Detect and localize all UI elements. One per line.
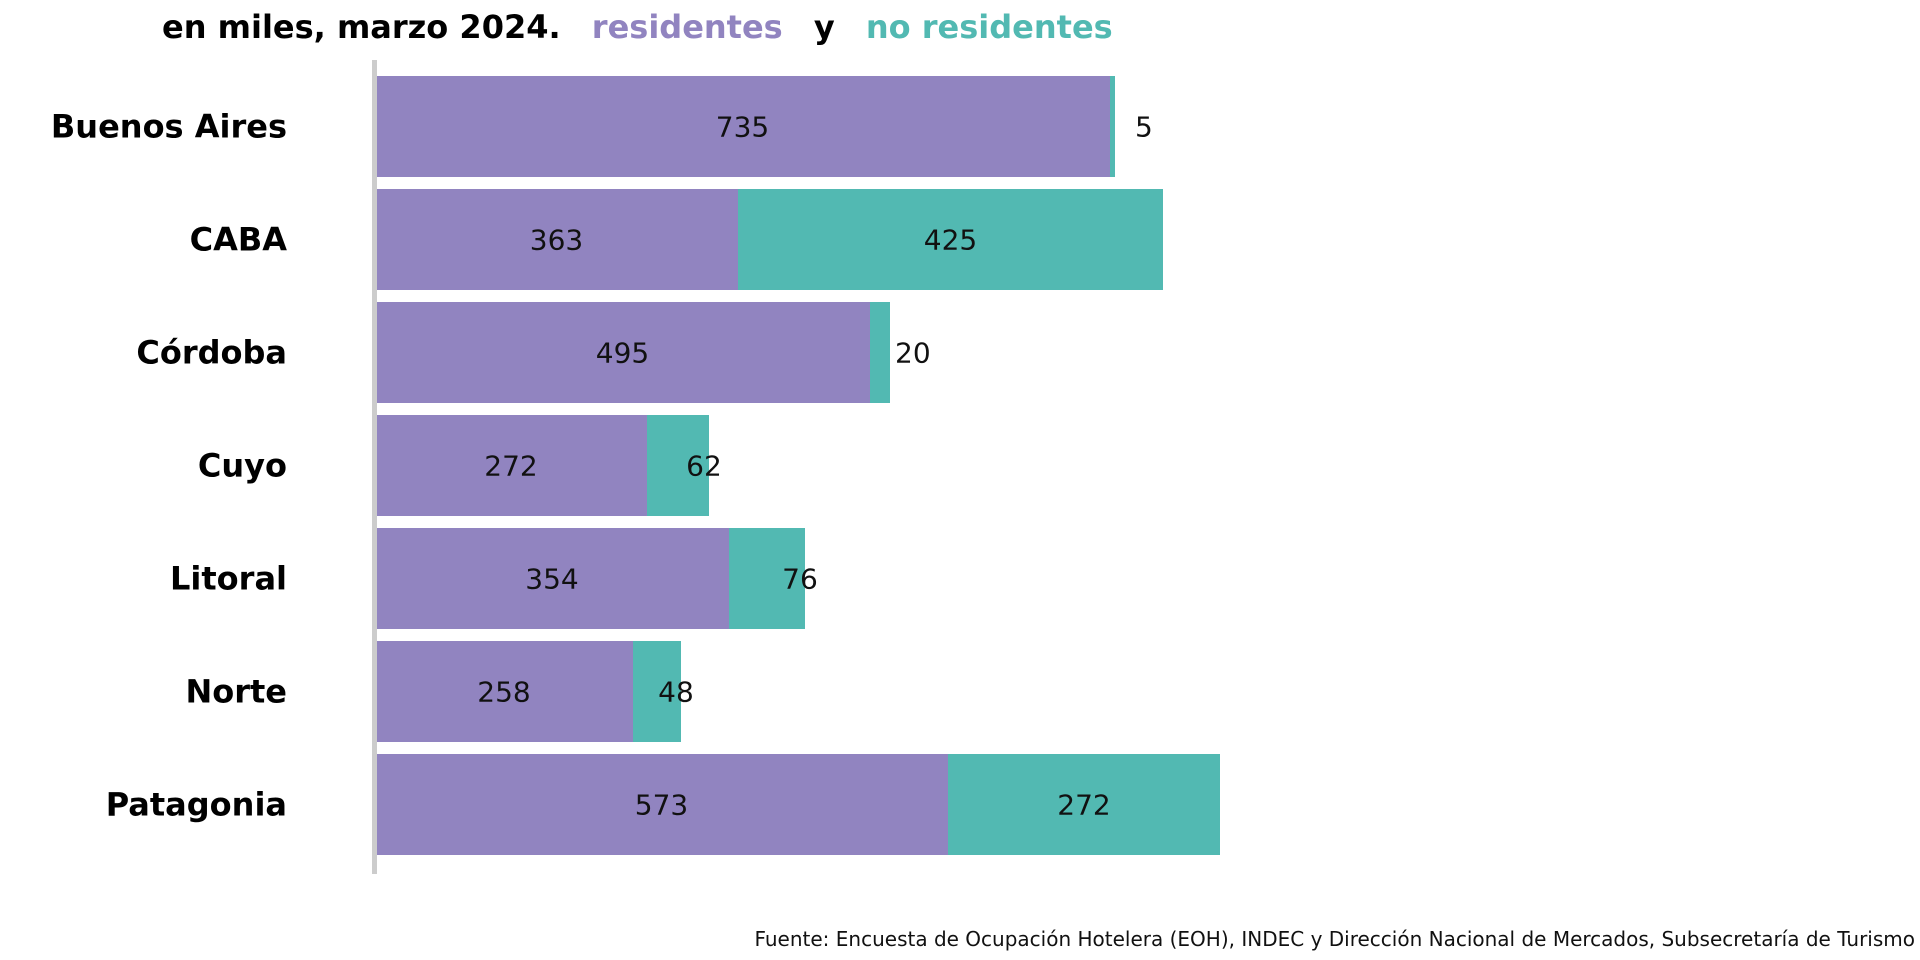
bar-no-residentes-norte [633, 641, 681, 742]
bar-residentes-patagonia [375, 754, 948, 855]
bar-no-residentes-litoral [729, 528, 805, 629]
value-label-no-residentes-cordoba: 20 [895, 337, 931, 370]
bar-residentes-cuyo [375, 415, 647, 516]
value-label-no-residentes-litoral: 76 [782, 563, 818, 596]
source-note: Fuente: Encuesta de Ocupación Hotelera (… [754, 927, 1915, 951]
bar-residentes-cordoba [375, 302, 870, 403]
value-label-residentes-litoral: 354 [525, 563, 578, 596]
bar-residentes-buenos-aires [375, 76, 1110, 177]
value-label-no-residentes-cuyo: 62 [686, 450, 722, 483]
y-axis-line [372, 60, 377, 874]
value-label-no-residentes-norte: 48 [658, 676, 694, 709]
value-label-no-residentes-caba: 425 [924, 224, 977, 257]
chart-title: en miles, marzo 2024. residentes y no re… [162, 8, 1113, 46]
category-label-patagonia: Patagonia [106, 786, 287, 824]
value-label-residentes-norte: 258 [477, 676, 530, 709]
category-label-litoral: Litoral [170, 560, 287, 598]
bar-residentes-litoral [375, 528, 729, 629]
category-label-norte: Norte [185, 673, 287, 711]
bars-group: Buenos Aires 735 5 CABA 363 425 Córdoba 495 20 Cu… [51, 76, 1220, 855]
title-prefix: en miles, marzo 2024. [162, 8, 561, 46]
bar-residentes-norte [375, 641, 633, 742]
bar-no-residentes-buenos-aires [1110, 76, 1115, 177]
category-label-cordoba: Córdoba [136, 334, 287, 372]
title-series-residentes: residentes [592, 8, 783, 46]
value-label-residentes-cordoba: 495 [596, 337, 649, 370]
bar-no-residentes-cordoba [870, 302, 890, 403]
category-label-caba: CABA [190, 221, 288, 259]
value-label-no-residentes-buenos-aires: 5 [1135, 111, 1153, 144]
bar-no-residentes-patagonia [948, 754, 1220, 855]
category-label-buenos-aires: Buenos Aires [51, 108, 287, 146]
title-connector: y [814, 8, 835, 46]
value-label-residentes-cuyo: 272 [484, 450, 537, 483]
value-label-residentes-buenos-aires: 735 [716, 111, 769, 144]
value-label-residentes-caba: 363 [530, 224, 583, 257]
bar-no-residentes-cuyo [647, 415, 709, 516]
category-label-cuyo: Cuyo [198, 447, 287, 485]
bar-no-residentes-caba [738, 189, 1163, 290]
title-series-no-residentes: no residentes [866, 8, 1113, 46]
value-label-residentes-patagonia: 573 [635, 789, 688, 822]
bar-residentes-caba [375, 189, 738, 290]
value-label-no-residentes-patagonia: 272 [1057, 789, 1110, 822]
